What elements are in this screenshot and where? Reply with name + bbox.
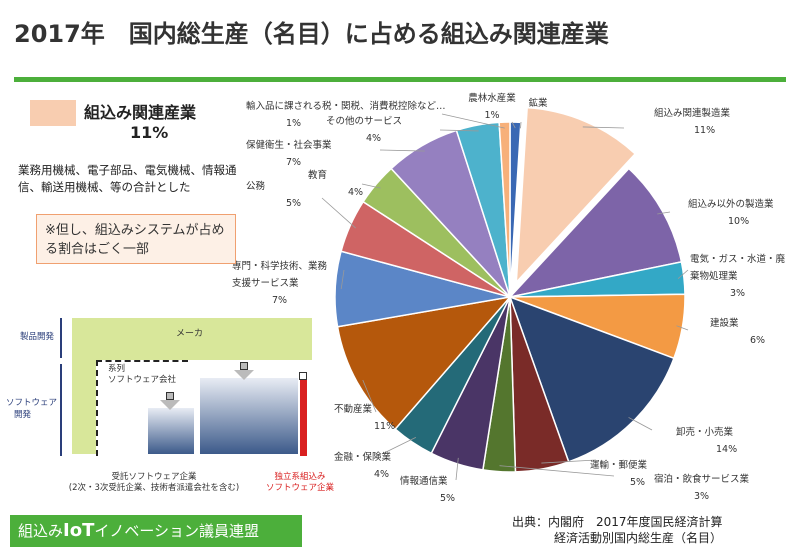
arrow-down-icon-2 <box>234 370 254 380</box>
leader-line <box>381 436 417 455</box>
software-volume-bar <box>200 378 298 454</box>
leader-line <box>441 113 505 129</box>
contract-label-2: (2次・3次受託企業、技術者派遣会社を含む) <box>68 483 240 493</box>
leader-line <box>499 465 615 477</box>
leader-line <box>361 183 381 189</box>
leader-line <box>340 269 345 290</box>
pie-slice <box>498 121 511 298</box>
industry-structure-diagram: 製品開発 ソフトウェア 開発 メーカ 系列 ソフトウェア会社 受託ソフトウェア企… <box>0 300 340 500</box>
banner-iot: IoT <box>63 520 95 541</box>
page-title: 2017年 国内総生産（名目）に占める組込み関連産業 <box>14 20 609 48</box>
arrow-down-stem-1 <box>166 392 174 400</box>
leader-line <box>379 149 425 152</box>
iot-caucus-banner: 組込みIoTイノベーション議員連盟 <box>10 515 302 547</box>
leader-line <box>541 459 597 464</box>
arrow-up-stem <box>299 372 307 380</box>
leader-line <box>455 457 459 481</box>
keiretsu-label-2: ソフトウェア会社 <box>108 375 177 385</box>
slice-label: 公務5% <box>246 180 301 209</box>
arrow-down-stem-2 <box>240 362 248 370</box>
leader-line <box>321 197 356 229</box>
slice-label: 宿泊・飲食サービス業 3% <box>654 473 750 502</box>
banner-post: イノベーション議員連盟 <box>94 522 260 540</box>
slice-label: 組込み関連製造業 11% <box>654 107 731 136</box>
axis-software-dev <box>60 364 62 456</box>
slice-label: その他のサービス 4% <box>326 115 402 144</box>
keiretsu-label-1: 系列 <box>108 364 126 374</box>
slice-label: 運輸・郵便業 5% <box>590 459 648 488</box>
legend-percent: 11% <box>130 123 169 142</box>
pie-slice <box>515 106 637 285</box>
maker-label: メーカ <box>176 329 204 339</box>
pie-slice <box>507 167 683 299</box>
independent-label: 独立系組込み ソフトウェア企業 <box>252 472 348 494</box>
independent-label-2: ソフトウェア企業 <box>265 483 334 493</box>
legend-name: 組込み関連産業 <box>84 103 197 122</box>
label-software-dev-1: ソフトウェア <box>6 398 58 408</box>
contract-label-1: 受託ソフトウェア企業 <box>111 472 197 482</box>
contract-label: 受託ソフトウェア企業 (2次・3次受託企業、技術者派遣会社を含む) <box>64 472 244 494</box>
leader-line <box>628 417 653 431</box>
keiretsu-boundary <box>96 360 188 456</box>
leader-line <box>677 269 689 279</box>
contract-software-bar <box>148 408 194 454</box>
pie-slice <box>336 295 512 431</box>
slice-label: 農林水産業 1% <box>468 92 516 121</box>
slice-label: 不動産業11% <box>334 403 395 432</box>
leader-line <box>582 126 625 129</box>
keiretsu-label: 系列 ソフトウェア会社 <box>108 364 176 386</box>
slice-label: 金融・保険業 4% <box>334 451 392 480</box>
slice-label: 組込み以外の製造業 10% <box>688 198 774 227</box>
legend-description: 業務用機械、電子部品、電気機械、情報通信、輸送用機械、等の合計とした <box>18 163 237 194</box>
legend-swatch <box>30 100 76 126</box>
source-line-1: 出典：内閣府 2017年度国民経済計算 <box>512 515 723 529</box>
callout-note: ※但し、組込みシステムが占める割合はごく一部 <box>36 214 236 264</box>
banner-pre: 組込み <box>18 522 64 540</box>
arrow-down-icon-1 <box>160 400 180 410</box>
leader-line <box>362 379 377 413</box>
slice-label: 卸売・小売業 14% <box>676 426 737 455</box>
source-note: 出典：内閣府 2017年度国民経済計算 経済活動別国内総生産（名目） <box>512 514 776 546</box>
slice-label: 建設業6% <box>710 317 765 346</box>
axis-product-dev <box>60 318 62 358</box>
slice-label: 教育4% <box>308 169 363 198</box>
pie-slice <box>508 295 675 463</box>
independent-label-1: 独立系組込み <box>274 472 326 482</box>
leader-line <box>439 129 479 132</box>
leader-line <box>511 121 516 129</box>
independent-software-bar <box>300 374 307 456</box>
title-underline <box>14 77 786 82</box>
leader-line <box>676 325 689 331</box>
slice-label: 電気・ガス・水道・廃棄物処理業 3% <box>690 253 786 299</box>
label-product-dev: 製品開発 <box>20 332 55 342</box>
source-line-2: 経済活動別国内総生産（名目） <box>554 531 723 545</box>
leader-line <box>657 211 671 215</box>
slice-label: 情報通信業 5% <box>400 475 455 504</box>
label-software-dev-2: 開発 <box>14 410 32 420</box>
slice-label: 輸入品に課される税・関税、消費税控除など… 1% <box>246 100 446 129</box>
slice-label: 保健衛生・社会事業 7% <box>246 139 332 168</box>
slice-label: 専門・科学技術、業務支援サービス業 7% <box>232 260 328 306</box>
